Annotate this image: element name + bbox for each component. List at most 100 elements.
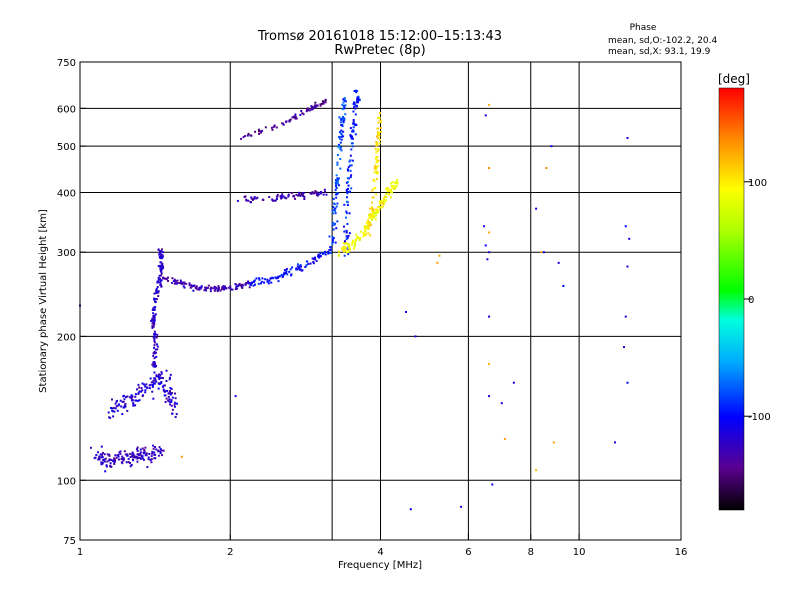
data-point [350, 243, 353, 246]
data-point [343, 99, 346, 102]
data-point [306, 260, 309, 263]
data-point [296, 263, 299, 266]
data-point [268, 196, 271, 199]
data-point [354, 107, 357, 110]
data-point [353, 106, 356, 109]
data-point [323, 252, 326, 255]
data-point [167, 279, 170, 282]
data-point [290, 192, 293, 195]
data-point [369, 224, 372, 227]
data-point [333, 208, 336, 211]
data-point [234, 283, 237, 286]
data-point [535, 207, 538, 210]
data-point [545, 167, 548, 170]
data-point [316, 104, 319, 107]
data-point [170, 399, 173, 402]
data-point [347, 249, 350, 252]
data-point [347, 250, 350, 253]
data-point [503, 437, 506, 440]
data-point [305, 110, 308, 113]
data-point [152, 381, 155, 384]
data-point [160, 449, 163, 452]
data-point [348, 164, 351, 167]
data-point [152, 321, 155, 324]
data-point [247, 132, 250, 135]
data-point [332, 206, 335, 209]
data-point [149, 458, 152, 461]
data-point [309, 192, 312, 195]
data-point [157, 276, 160, 279]
data-point [378, 142, 381, 145]
data-point [250, 282, 253, 285]
data-point [377, 205, 380, 208]
data-point [97, 458, 100, 461]
data-point [334, 184, 337, 187]
data-point [159, 254, 162, 257]
data-point [110, 458, 113, 461]
data-point [199, 286, 202, 289]
data-point [155, 287, 158, 290]
data-point [329, 249, 332, 252]
y-tick-label: 750 [57, 58, 76, 69]
data-point [275, 197, 278, 200]
data-point [359, 237, 362, 240]
data-point [387, 193, 390, 196]
data-point [157, 382, 160, 385]
data-point [375, 151, 378, 154]
data-point [343, 203, 346, 206]
data-point [119, 450, 122, 453]
data-point [149, 377, 152, 380]
data-point [103, 453, 106, 456]
y-axis-ticks: 75 100 200 300 400 500 600 750 [57, 58, 86, 547]
data-point [160, 376, 163, 379]
data-point [180, 455, 183, 458]
data-point [173, 403, 176, 406]
data-point [152, 312, 155, 315]
data-point [192, 289, 195, 292]
data-point [332, 237, 335, 240]
data-point [306, 107, 309, 110]
data-point [355, 238, 358, 241]
data-point [339, 167, 342, 170]
data-point [386, 187, 389, 190]
data-point [626, 265, 629, 268]
data-point [141, 457, 144, 460]
data-point [352, 122, 355, 125]
data-point [143, 450, 146, 453]
data-point [261, 277, 264, 280]
data-point [153, 320, 156, 323]
data-point [153, 341, 156, 344]
data-point [313, 256, 316, 259]
data-point [144, 391, 147, 394]
data-point [259, 282, 262, 285]
data-point [159, 448, 162, 451]
data-point [170, 400, 173, 403]
data-point [376, 117, 379, 120]
data-point [151, 383, 154, 386]
data-point [153, 357, 156, 360]
data-point [171, 408, 174, 411]
data-point [289, 274, 292, 277]
data-point [158, 373, 161, 376]
data-point [112, 406, 115, 409]
data-point [342, 104, 345, 107]
data-point [352, 119, 355, 122]
data-point [105, 464, 108, 467]
data-point [243, 195, 246, 198]
data-point [204, 286, 207, 289]
data-point [165, 278, 168, 281]
data-point [145, 452, 148, 455]
data-point [199, 287, 202, 290]
data-point [370, 210, 373, 213]
data-point [312, 192, 315, 195]
data-point [244, 135, 247, 138]
data-point [341, 125, 344, 128]
data-point [372, 179, 375, 182]
data-point [271, 198, 274, 201]
data-point [117, 455, 120, 458]
data-point [119, 452, 122, 455]
data-point [229, 288, 232, 291]
data-point [157, 278, 160, 281]
data-point [173, 405, 176, 408]
data-point [316, 191, 319, 194]
